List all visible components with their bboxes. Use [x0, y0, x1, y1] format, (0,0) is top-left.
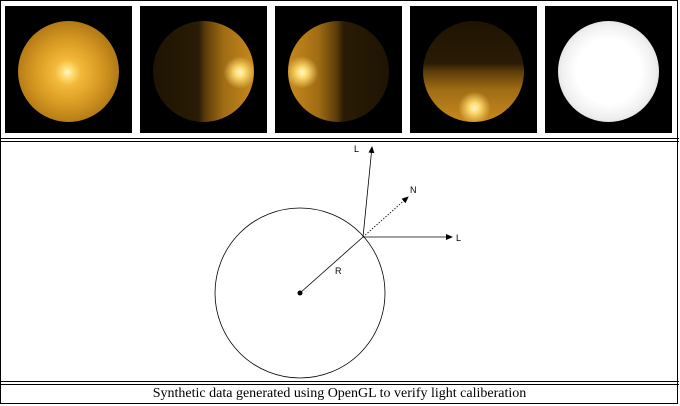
separator-top — [0, 138, 679, 139]
sphere-left-light — [288, 21, 389, 122]
sphere-right-light — [153, 21, 254, 122]
lighting-geometry-diagram: L N L R — [214, 144, 461, 379]
light-label-right: L — [456, 233, 461, 243]
radius-line — [299, 236, 364, 294]
sphere-bottom-light — [423, 21, 524, 122]
separator-top-inner — [0, 141, 679, 142]
image-tile-albedo-white — [545, 6, 672, 133]
sphere-front-light — [18, 21, 119, 122]
image-tile-left-light — [275, 6, 402, 133]
light-label-top: L — [354, 144, 359, 154]
normal-vector — [362, 196, 409, 238]
light-vector-up — [362, 146, 375, 238]
radius-label: R — [335, 266, 342, 276]
figure-caption: Synthetic data generated using OpenGL to… — [152, 386, 527, 401]
normal-label: N — [410, 185, 417, 195]
sphere-albedo-white — [558, 21, 659, 122]
image-tile-bottom-light — [410, 6, 537, 133]
image-tile-front-light — [5, 6, 132, 133]
separator-bottom — [0, 381, 679, 382]
sphere-outline — [214, 207, 386, 379]
image-tile-right-light — [140, 6, 267, 133]
separator-bottom-inner — [0, 384, 679, 385]
